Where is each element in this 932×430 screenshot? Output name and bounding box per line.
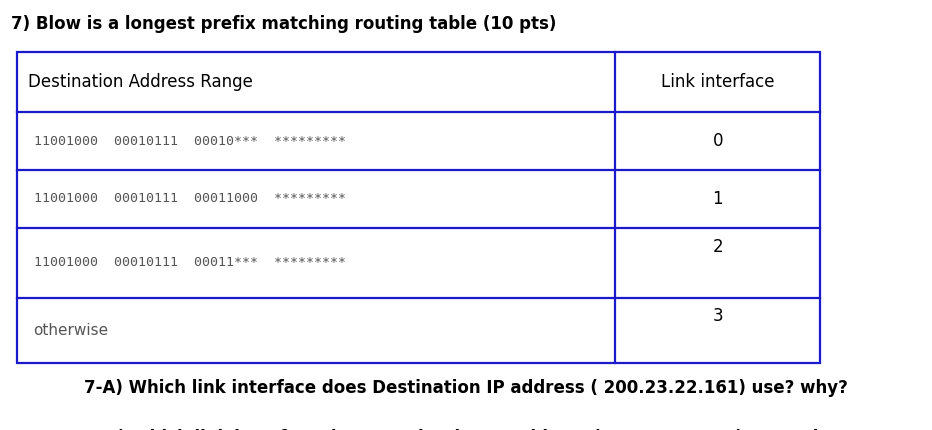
Text: 11001000  00010111  00011***  *********: 11001000 00010111 00011*** *********	[34, 256, 346, 269]
Text: 7-B) Which link interface does Destination IP address (200.23.24.170) use? why?: 7-B) Which link interface does Destinati…	[87, 429, 845, 430]
Text: 0: 0	[712, 132, 723, 150]
Text: 11001000  00010111  00011000  *********: 11001000 00010111 00011000 *********	[34, 192, 346, 206]
Text: 3: 3	[712, 307, 723, 325]
Text: Link interface: Link interface	[661, 73, 774, 91]
Text: 7) Blow is a longest prefix matching routing table (10 pts): 7) Blow is a longest prefix matching rou…	[11, 15, 556, 33]
Text: 7-A) Which link interface does Destination IP address ( 200.23.22.161) use? why?: 7-A) Which link interface does Destinati…	[84, 379, 848, 397]
Text: 11001000  00010111  00010***  *********: 11001000 00010111 00010*** *********	[34, 135, 346, 148]
Text: Destination Address Range: Destination Address Range	[28, 73, 253, 91]
Bar	[17, 52, 820, 363]
Text: 1: 1	[712, 190, 723, 208]
Text: 2: 2	[712, 238, 723, 256]
Text: otherwise: otherwise	[34, 323, 109, 338]
